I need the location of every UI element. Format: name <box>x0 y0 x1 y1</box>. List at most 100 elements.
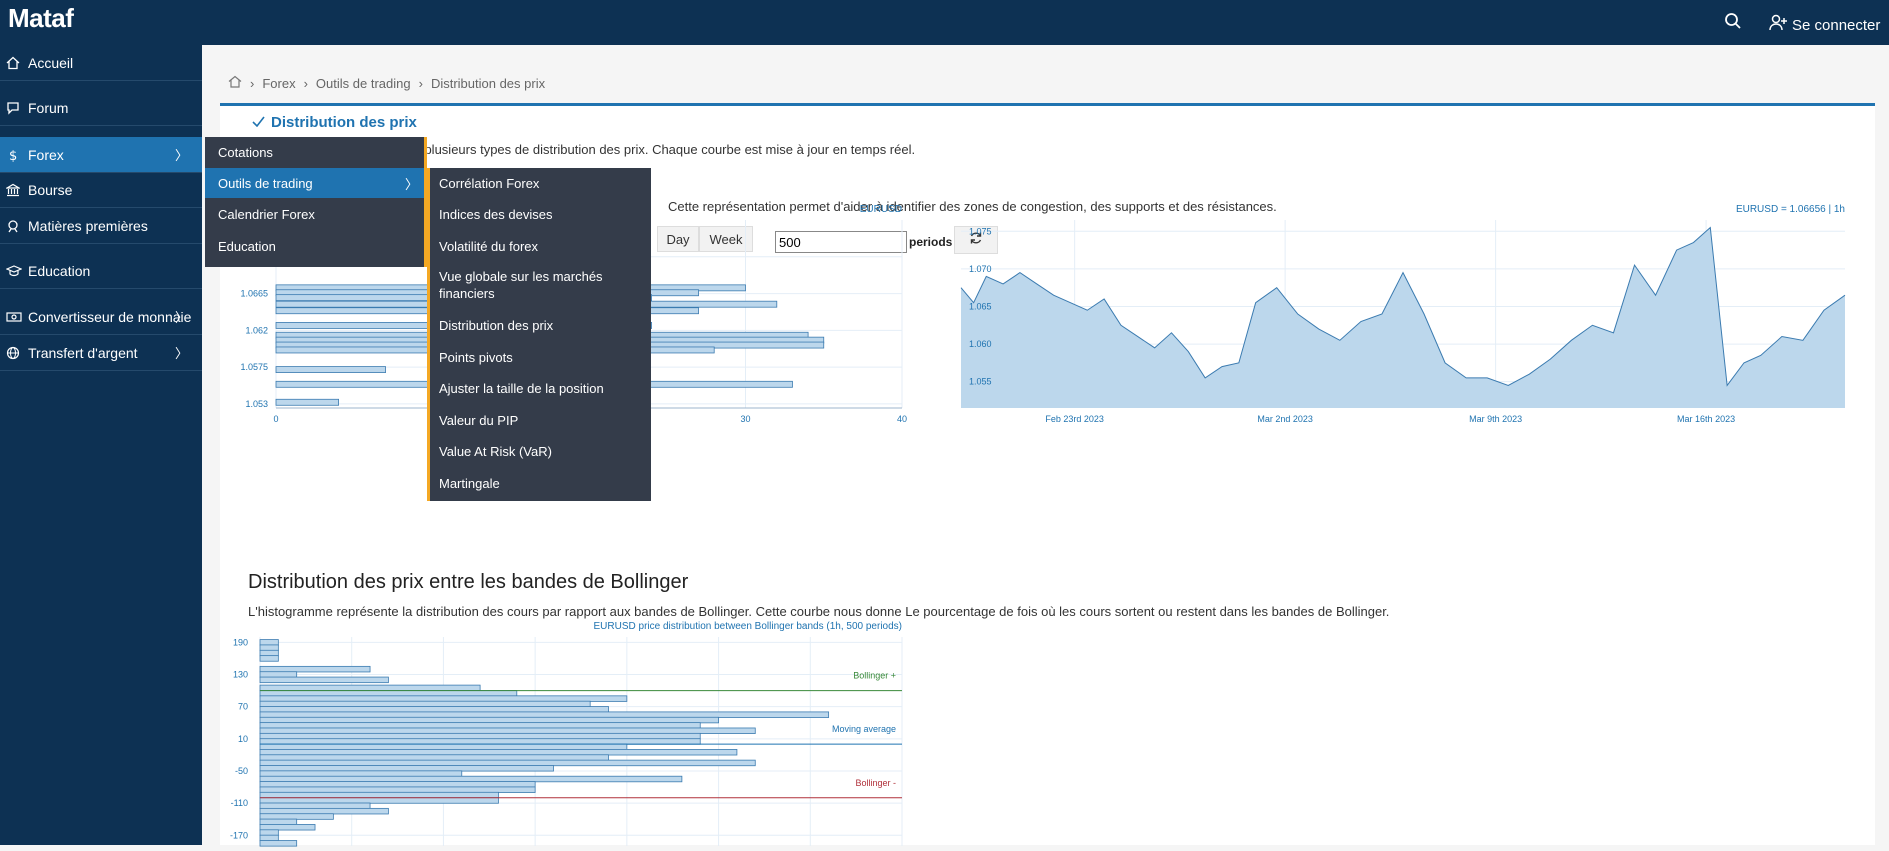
bar <box>259 807 389 815</box>
bar <box>259 818 298 826</box>
menu-item-points-pivots[interactable]: Points pivots <box>439 350 513 365</box>
y-tick-label: 70 <box>238 702 248 712</box>
menu-item-volatilite-du-forex[interactable]: Volatilité du forex <box>439 239 539 254</box>
chevron-right-icon: 〉 <box>174 310 188 325</box>
sidebar-item-label: Convertisseur de monnaie <box>28 308 192 325</box>
bar <box>259 639 279 646</box>
bar <box>259 700 591 708</box>
bar <box>259 775 683 783</box>
menu-item-vue-globale[interactable]: Vue globale sur les marchés financiers <box>439 269 603 301</box>
chevron-right-icon: › <box>250 75 255 91</box>
bar <box>259 791 499 799</box>
menu-item-correlation-forex[interactable]: Corrélation Forex <box>439 176 540 191</box>
sidebar-item-label: Bourse <box>28 181 73 198</box>
page-title: Distribution des prix <box>252 114 417 131</box>
x-tick-label: 0 <box>273 414 278 424</box>
menu-item-value-at-risk[interactable]: Value At Risk (VaR) <box>439 444 552 459</box>
menu-item-education[interactable]: Education <box>218 238 276 254</box>
chevron-right-icon: › <box>418 75 423 91</box>
periods-label: periods <box>909 235 953 249</box>
search-icon[interactable] <box>1724 12 1744 32</box>
y-tick-label: 1.0665 <box>240 289 268 299</box>
sidebar-item-education[interactable]: Education <box>0 253 202 289</box>
sidebar-item-label: Forex <box>28 146 64 163</box>
bar <box>259 824 316 831</box>
bar <box>259 834 279 842</box>
logo[interactable]: Mataf <box>8 3 74 33</box>
breadcrumb-item[interactable]: Distribution des prix <box>430 75 546 91</box>
sidebar-item-bourse[interactable]: Bourse <box>0 172 202 208</box>
week-button[interactable]: Week <box>699 226 753 252</box>
sidebar: Accueil Forum $ Forex 〉 Bourse Matières … <box>0 45 202 845</box>
sidebar-item-label: Forum <box>28 99 69 116</box>
sidebar-item-matieres[interactable]: Matières premières <box>0 208 202 244</box>
intro-text: nt plusieurs types de distribution des p… <box>410 142 916 157</box>
bar <box>275 398 339 406</box>
sidebar-item-label: Education <box>28 262 91 279</box>
bar <box>259 732 701 740</box>
y-tick-label: 1.075 <box>969 226 992 236</box>
sidebar-item-label: Accueil <box>28 54 74 71</box>
sidebar-item-transfert[interactable]: Transfert d'argent 〉 <box>0 335 202 371</box>
breadcrumb-item[interactable]: Forex <box>262 75 296 91</box>
bar <box>259 695 628 702</box>
bar <box>259 655 279 662</box>
sidebar-item-convertisseur[interactable]: Convertisseur de monnaie 〉 <box>0 299 202 335</box>
description-text: Cette représentation permet d'aider à id… <box>668 199 1277 214</box>
menu-item-indices-des-devises[interactable]: Indices des devises <box>439 207 553 222</box>
y-tick-label: 1.070 <box>969 264 992 274</box>
sidebar-item-accueil[interactable]: Accueil <box>0 45 202 81</box>
menu-item-ajuster-taille-position[interactable]: Ajuster la taille de la position <box>439 381 604 396</box>
login-button[interactable]: Se connecter <box>1768 14 1880 36</box>
price-area <box>961 227 1845 408</box>
chart-title: EURUSD <box>860 204 902 215</box>
sidebar-item-label: Transfert d'argent <box>28 344 138 361</box>
y-tick-label: 130 <box>233 670 248 680</box>
bar <box>259 759 756 767</box>
bar <box>259 671 298 678</box>
menu-item-distribution-des-prix[interactable]: Distribution des prix <box>439 318 554 333</box>
bar <box>259 749 738 756</box>
y-tick-label: -110 <box>231 798 248 808</box>
bollinger-heading: Distribution des prix entre les bandes d… <box>248 571 689 593</box>
day-button[interactable]: Day <box>657 226 699 252</box>
y-tick-label: 1.062 <box>245 325 268 335</box>
menu-item-cotations[interactable]: Cotations <box>218 144 273 160</box>
y-tick-label: 1.0575 <box>240 362 268 372</box>
svg-text:$: $ <box>9 149 17 162</box>
forex-submenu: Cotations Outils de trading 〉 Calendrier… <box>205 137 427 267</box>
money-icon <box>6 310 26 324</box>
y-tick-label: -50 <box>235 766 248 776</box>
x-tick-label: Mar 16th 2023 <box>1677 414 1735 424</box>
home-icon[interactable] <box>228 75 242 91</box>
commodities-icon <box>6 219 26 233</box>
bar <box>259 711 830 718</box>
chevron-right-icon: 〉 <box>404 176 418 192</box>
bar <box>259 743 628 751</box>
periods-input[interactable] <box>775 231 907 253</box>
sidebar-item-forum[interactable]: Forum <box>0 90 202 126</box>
bar <box>259 840 298 847</box>
bar <box>259 765 554 772</box>
bank-icon <box>6 183 26 197</box>
y-tick-label: 1.053 <box>245 399 268 409</box>
x-tick-label: Feb 23rd 2023 <box>1045 414 1104 424</box>
sidebar-item-forex[interactable]: $ Forex 〉 <box>0 137 202 173</box>
breadcrumb: › Forex › Outils de trading › Distributi… <box>228 75 545 91</box>
sidebar-item-label: Matières premières <box>28 217 148 234</box>
y-tick-label: 1.065 <box>969 301 992 311</box>
menu-item-martingale[interactable]: Martingale <box>439 476 500 491</box>
bar <box>259 684 481 692</box>
bar <box>259 802 371 810</box>
menu-item-outils-de-trading[interactable]: Outils de trading 〉 <box>205 168 424 198</box>
breadcrumb-item[interactable]: Outils de trading <box>315 75 411 91</box>
refresh-button[interactable] <box>954 226 998 254</box>
bar <box>259 781 536 788</box>
y-tick-label: 1.055 <box>969 377 992 387</box>
menu-item-valeur-du-pip[interactable]: Valeur du PIP <box>439 413 519 428</box>
y-tick-label: 190 <box>233 637 248 647</box>
price-area-chart: 1.075 1.070 1.065 1.060 1.055 Feb 23rd 2023 Ma… <box>960 204 1846 424</box>
menu-item-calendrier-forex[interactable]: Calendrier Forex <box>218 206 315 222</box>
graduation-cap-icon <box>6 264 26 278</box>
bar <box>259 829 279 836</box>
